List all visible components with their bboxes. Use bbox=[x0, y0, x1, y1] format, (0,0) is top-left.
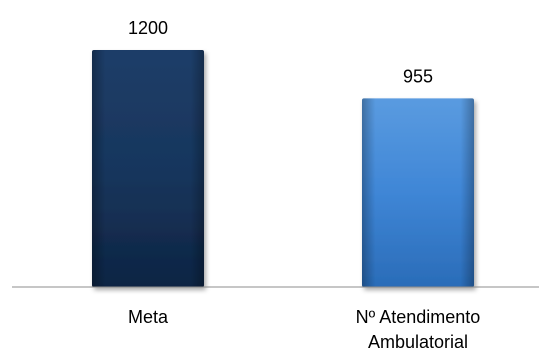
labels-layer: 1200 Meta 955 Nº Atendimento Ambulatorial bbox=[128, 18, 480, 352]
category-label-2-line-2: Ambulatorial bbox=[368, 332, 468, 352]
category-label-1: Meta bbox=[128, 307, 169, 327]
bars-layer bbox=[92, 50, 474, 287]
bar-2-edge-shade bbox=[362, 98, 474, 287]
data-label-1: 1200 bbox=[128, 18, 168, 38]
data-label-2: 955 bbox=[403, 66, 433, 86]
category-label-2-line-1: Nº Atendimento bbox=[356, 307, 481, 327]
bar-1-edge-shade bbox=[92, 50, 204, 287]
